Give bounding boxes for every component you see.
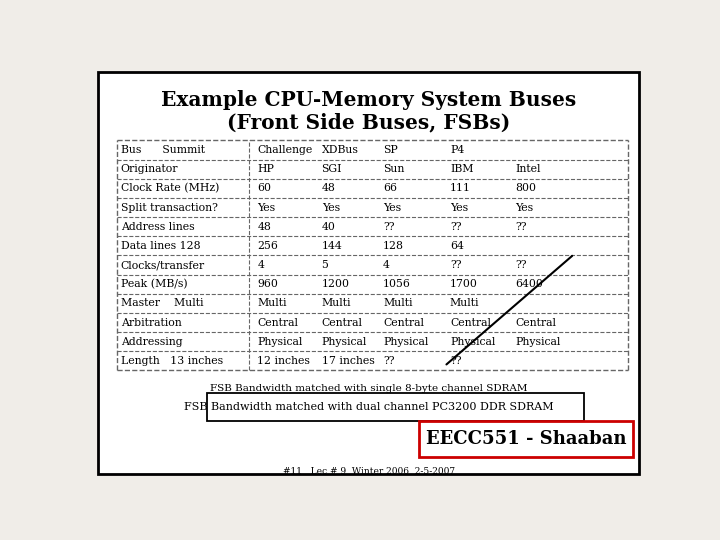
Text: 48: 48 xyxy=(322,184,336,193)
Text: Physical: Physical xyxy=(258,336,303,347)
Text: 800: 800 xyxy=(516,184,536,193)
Text: Central: Central xyxy=(450,318,491,327)
Text: Central: Central xyxy=(516,318,556,327)
Text: Multi: Multi xyxy=(450,298,480,308)
Text: Originator: Originator xyxy=(121,164,178,174)
Text: 1056: 1056 xyxy=(383,279,411,289)
Text: 5: 5 xyxy=(322,260,328,270)
Text: Master    Multi: Master Multi xyxy=(121,298,203,308)
Text: 60: 60 xyxy=(258,184,271,193)
Text: Multi: Multi xyxy=(258,298,287,308)
Text: 144: 144 xyxy=(322,241,342,251)
FancyBboxPatch shape xyxy=(418,421,634,457)
Text: FSB Bandwidth matched with single 8-byte channel SDRAM: FSB Bandwidth matched with single 8-byte… xyxy=(210,384,528,393)
Text: Address lines: Address lines xyxy=(121,222,194,232)
Text: ??: ?? xyxy=(450,356,462,366)
Text: ??: ?? xyxy=(383,356,395,366)
Text: Intel: Intel xyxy=(516,164,541,174)
Text: Split transaction?: Split transaction? xyxy=(121,202,217,213)
Text: Central: Central xyxy=(383,318,424,327)
Text: ??: ?? xyxy=(383,222,395,232)
Text: Yes: Yes xyxy=(322,202,340,213)
Text: 17 inches: 17 inches xyxy=(322,356,374,366)
Text: P4: P4 xyxy=(450,145,464,155)
Text: FSB Bandwidth matched with dual channel PC3200 DDR SDRAM: FSB Bandwidth matched with dual channel … xyxy=(184,402,554,412)
Text: 64: 64 xyxy=(450,241,464,251)
Text: 960: 960 xyxy=(258,279,278,289)
Text: Physical: Physical xyxy=(450,336,495,347)
Text: Multi: Multi xyxy=(383,298,413,308)
Text: 4: 4 xyxy=(383,260,390,270)
Text: Clock Rate (MHz): Clock Rate (MHz) xyxy=(121,183,219,193)
Text: 12 inches: 12 inches xyxy=(258,356,310,366)
Text: 6400: 6400 xyxy=(516,279,543,289)
Text: ??: ?? xyxy=(516,260,527,270)
Text: Yes: Yes xyxy=(258,202,276,213)
FancyBboxPatch shape xyxy=(207,393,584,421)
Text: Multi: Multi xyxy=(322,298,351,308)
Text: Yes: Yes xyxy=(516,202,534,213)
Text: 40: 40 xyxy=(322,222,336,232)
Text: Central: Central xyxy=(258,318,298,327)
Text: IBM: IBM xyxy=(450,164,474,174)
Text: 111: 111 xyxy=(450,184,471,193)
Text: (Front Side Buses, FSBs): (Front Side Buses, FSBs) xyxy=(228,112,510,132)
Text: SP: SP xyxy=(383,145,397,155)
Text: Yes: Yes xyxy=(383,202,401,213)
Text: 128: 128 xyxy=(383,241,404,251)
Text: SGI: SGI xyxy=(322,164,342,174)
Text: Arbitration: Arbitration xyxy=(121,318,181,327)
Text: Data lines 128: Data lines 128 xyxy=(121,241,200,251)
Text: Clocks/transfer: Clocks/transfer xyxy=(121,260,204,270)
Text: 48: 48 xyxy=(258,222,271,232)
Text: 1700: 1700 xyxy=(450,279,478,289)
Text: Sun: Sun xyxy=(383,164,405,174)
Text: Yes: Yes xyxy=(450,202,468,213)
Text: XDBus: XDBus xyxy=(322,145,359,155)
Text: Physical: Physical xyxy=(322,336,367,347)
Text: Challenge: Challenge xyxy=(258,145,312,155)
Text: Length   13 inches: Length 13 inches xyxy=(121,356,222,366)
Text: ??: ?? xyxy=(450,222,462,232)
Text: Physical: Physical xyxy=(383,336,428,347)
Text: ??: ?? xyxy=(516,222,527,232)
Text: 1200: 1200 xyxy=(322,279,350,289)
Text: Central: Central xyxy=(322,318,363,327)
Text: EECC551 - Shaaban: EECC551 - Shaaban xyxy=(426,430,626,448)
Text: #11   Lec # 9  Winter 2006  2-5-2007: #11 Lec # 9 Winter 2006 2-5-2007 xyxy=(283,467,455,476)
Text: Physical: Physical xyxy=(516,336,561,347)
Text: ??: ?? xyxy=(450,260,462,270)
Text: Addressing: Addressing xyxy=(121,336,182,347)
Text: 4: 4 xyxy=(258,260,264,270)
FancyBboxPatch shape xyxy=(99,72,639,474)
Text: 256: 256 xyxy=(258,241,278,251)
Text: 66: 66 xyxy=(383,184,397,193)
Text: Peak (MB/s): Peak (MB/s) xyxy=(121,279,187,289)
Text: Bus      Summit: Bus Summit xyxy=(121,145,204,155)
Text: HP: HP xyxy=(258,164,274,174)
Text: Example CPU-Memory System Buses: Example CPU-Memory System Buses xyxy=(161,90,577,110)
